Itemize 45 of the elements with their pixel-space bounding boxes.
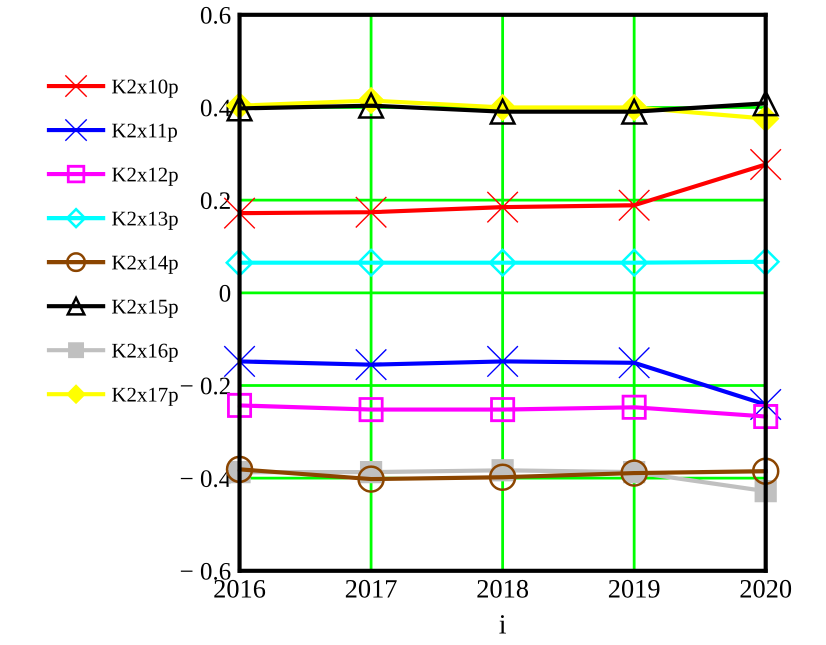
point [358,92,384,119]
point [486,345,519,378]
point [357,248,386,277]
legend-label: K2x13p [112,212,178,230]
point [621,98,648,125]
legend-label: K2x11p [112,124,177,142]
point [357,465,385,493]
point [227,392,252,418]
legend-label: K2x15p [112,300,178,318]
point [752,457,780,485]
point [355,196,388,228]
point [226,248,254,277]
point [620,248,648,277]
x-axis-title: i [499,615,506,634]
legend-label: K2x10p [112,79,178,98]
point [486,191,519,224]
point [750,388,782,420]
point [622,394,647,420]
y-tick-label: 0.4 [200,100,231,117]
legend-label: K2x14p [112,256,178,274]
point [753,404,778,430]
point [358,397,384,422]
point [490,98,516,125]
x-tick-label: 2016 [214,580,266,598]
y-tick-label: 0.6 [200,6,230,24]
legend-label: K2x16p [112,344,178,362]
point [355,348,388,381]
y-tick-label: − 0.6 [180,562,230,580]
point [618,346,650,379]
legend-label: K2x17p [112,388,178,406]
legend-label: K2x12p [112,168,178,186]
point [488,463,516,491]
x-tick-label: 2020 [740,580,792,598]
point [618,189,650,222]
x-tick-label: 2017 [346,580,397,598]
x-tick-label: 2018 [477,580,528,598]
y-tick-label: − 0.2 [180,378,230,395]
point [752,248,780,276]
y-tick-label: 0 [220,284,230,302]
point [224,345,256,378]
point [490,397,516,422]
x-tick-label: 2019 [608,580,660,598]
point [750,148,782,180]
y-tick-label: 0.2 [200,192,230,210]
point [488,248,517,277]
